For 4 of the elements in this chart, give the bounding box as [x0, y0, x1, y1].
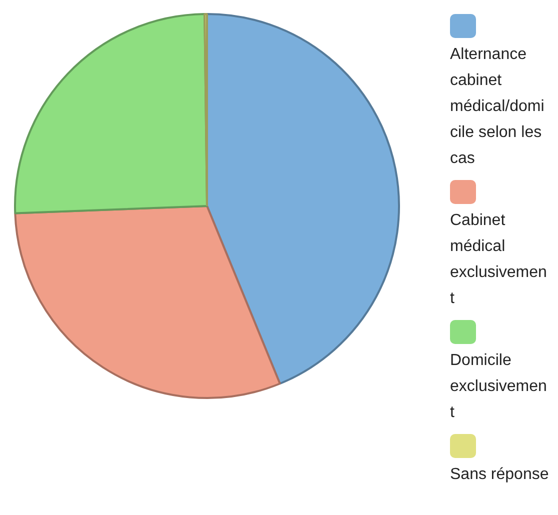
- legend-label: Cabinet médical exclusivement: [450, 211, 548, 309]
- legend-label: Domicile exclusivement: [450, 351, 548, 423]
- legend-label: Sans réponse: [450, 465, 550, 485]
- legend-label: Alternance cabinet médical/domicile selon les cas: [450, 45, 546, 169]
